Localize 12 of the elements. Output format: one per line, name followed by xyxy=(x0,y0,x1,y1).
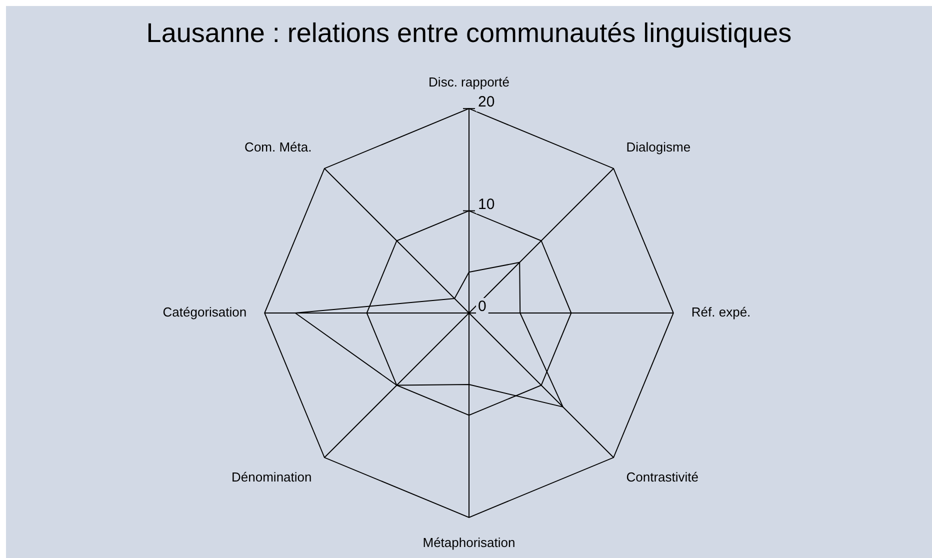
spoke-label: Dénomination xyxy=(232,470,312,485)
y-tick-label: 0 xyxy=(478,298,486,316)
spoke-label: Contrastivité xyxy=(626,470,699,485)
spoke-label: Disc. rapporté xyxy=(428,74,510,90)
spoke-label: Catégorisation xyxy=(162,304,247,320)
spoke-label: Métaphorisation xyxy=(422,534,516,550)
y-tick-label: 10 xyxy=(478,196,495,213)
spoke-label: Dialogisme xyxy=(626,140,691,155)
y-tick-label: 20 xyxy=(478,94,495,111)
spoke-label: Réf. expé. xyxy=(691,304,751,320)
chart-title: Lausanne : relations entre communautés linguistiques xyxy=(145,18,793,49)
spoke-label: Com. Méta. xyxy=(244,140,312,155)
